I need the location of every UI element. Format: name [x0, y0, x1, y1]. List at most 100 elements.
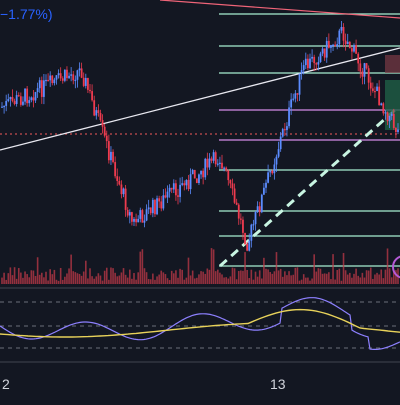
candle-body [51, 75, 54, 84]
candle-body [158, 198, 161, 202]
volume-bar [133, 273, 135, 284]
candle-body [22, 101, 24, 105]
candle-body [233, 188, 236, 203]
volume-bar [351, 277, 353, 284]
volume-bar [1, 277, 3, 284]
candle-body [279, 136, 282, 150]
volume-bar [116, 276, 119, 284]
candle-body [351, 48, 353, 52]
candle-body [363, 63, 366, 77]
candle-body [248, 240, 251, 251]
candle-body [133, 218, 135, 222]
volume-bar [82, 271, 85, 284]
candle-body [300, 70, 303, 74]
volume-bar [7, 273, 10, 284]
volume-bar [240, 270, 242, 284]
candle-body [357, 53, 360, 64]
volume-bar [135, 279, 137, 284]
candle-body [365, 63, 368, 69]
candle-body [219, 162, 221, 164]
candle-body [227, 170, 230, 181]
volume-bar [160, 270, 163, 284]
candle-body [344, 40, 347, 45]
volume-bar [309, 280, 311, 284]
candle-body [369, 82, 372, 89]
volume-bar [355, 268, 357, 284]
candle-body [63, 69, 66, 81]
volume-bar [256, 276, 259, 284]
candle-body [252, 224, 255, 226]
candle-body [116, 176, 119, 181]
percent-change-label: −1.77%) [0, 6, 53, 22]
volume-bar [122, 268, 125, 284]
candle-body [185, 179, 188, 186]
candle-body [250, 224, 253, 241]
volume-bar [72, 271, 75, 284]
candle-body [292, 98, 295, 100]
candle-body [154, 199, 156, 215]
volume-bar [191, 270, 194, 284]
volume-bar [38, 274, 41, 284]
x-axis-label-13: 13 [270, 376, 286, 392]
volume-bar [57, 280, 60, 284]
volume-bar [265, 268, 267, 284]
candle-body [103, 126, 106, 136]
volume-bar [227, 278, 230, 284]
candle-body [294, 93, 297, 99]
candle-body [386, 112, 389, 122]
candle-body [72, 74, 75, 81]
volume-bar [300, 279, 303, 284]
volume-bar [99, 275, 102, 284]
candle-body [87, 77, 89, 90]
target-box-red [385, 55, 400, 73]
candle-body [260, 194, 263, 213]
volume-bar [13, 267, 16, 284]
candle-body [221, 162, 223, 169]
candle-body [28, 100, 31, 104]
candle-body [204, 158, 207, 178]
volume-bar [363, 277, 366, 284]
candle-body [91, 91, 93, 101]
candle-body [338, 30, 341, 45]
volume-bar [24, 271, 26, 284]
volume-bar [294, 267, 297, 284]
candle-body [34, 92, 37, 101]
candle-body [76, 70, 79, 80]
volume-bar [346, 274, 349, 284]
candle-body [105, 135, 108, 142]
volume-bar [166, 278, 169, 284]
candle-body [214, 152, 217, 165]
volume-bar [22, 277, 24, 284]
candle-body [353, 45, 355, 52]
candle-body [355, 45, 357, 54]
volume-bar [319, 268, 322, 284]
candle-body [30, 97, 33, 101]
candle-body [7, 99, 10, 101]
x-axis-label-start: 2 [2, 376, 10, 392]
candle-body [319, 53, 322, 63]
volume-bar [279, 268, 282, 284]
volume-bar [286, 275, 288, 284]
volume-bar [340, 280, 343, 284]
volume-bar [68, 268, 70, 284]
volume-bar [233, 268, 236, 284]
candle-body [286, 126, 288, 131]
candle-body [267, 172, 269, 183]
candle-body [330, 45, 332, 48]
volume-bar [378, 274, 380, 284]
candle-body [110, 151, 112, 161]
volume-bar [336, 269, 339, 284]
candle-body [348, 41, 351, 49]
candle-body [99, 113, 102, 121]
volume-bar [47, 280, 49, 284]
candle-body [187, 179, 190, 190]
candle-body [118, 180, 121, 185]
candle-body [336, 44, 339, 47]
volume-bar [263, 257, 265, 284]
volume-bar [189, 275, 192, 284]
volume-bar [292, 274, 295, 284]
candle-body [15, 95, 18, 104]
candle-body [277, 149, 280, 157]
